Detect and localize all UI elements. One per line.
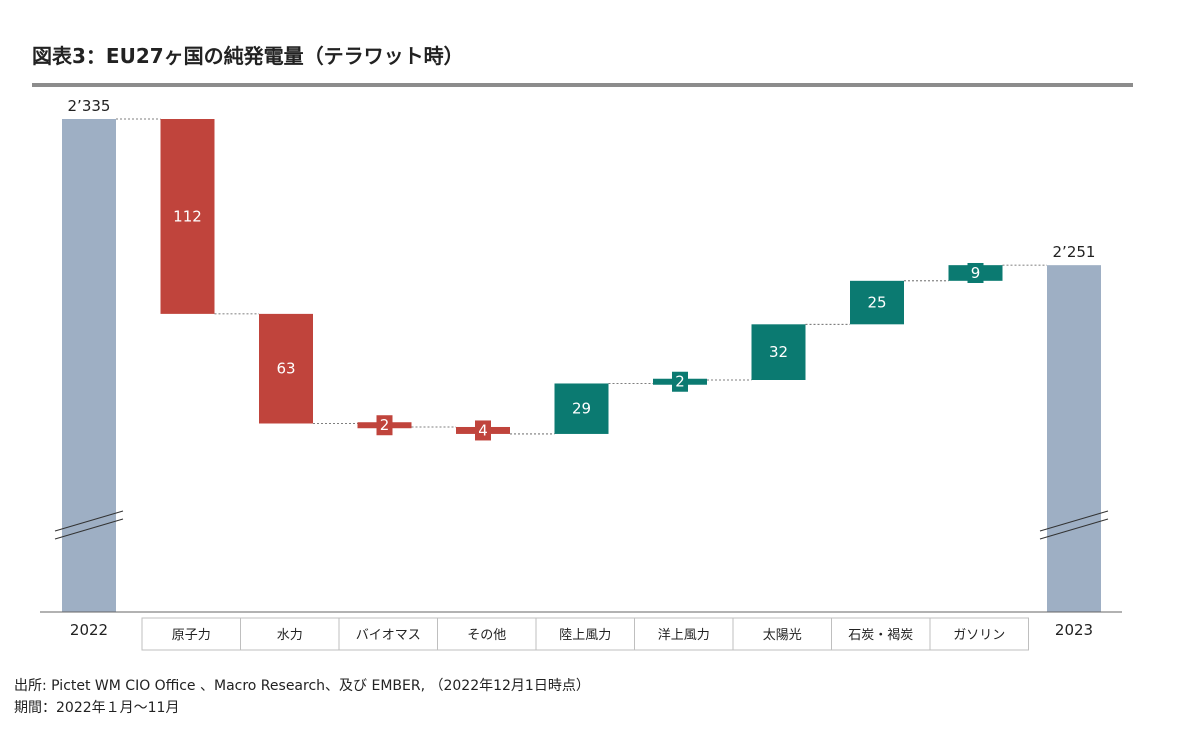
bar-total-2023 bbox=[1047, 265, 1101, 612]
data-label-badge bbox=[475, 420, 491, 441]
period-note: 期間：2022年１月～11月 bbox=[14, 700, 180, 716]
category-label: 石炭・褐炭 bbox=[848, 628, 913, 643]
data-label-水力: 63 bbox=[276, 360, 295, 378]
bar-total-2022 bbox=[62, 119, 116, 612]
bar-陸上風力 bbox=[554, 383, 609, 434]
category-label: 水力 bbox=[277, 628, 303, 643]
waterfall-chart: 原子力 水力 バイオマス その他 陸上風力 洋上風力 太陽光 石炭・褐炭 ガソリン 2022 202… bbox=[40, 97, 1122, 651]
data-label-badge bbox=[967, 262, 984, 283]
data-label-badge bbox=[376, 415, 393, 436]
data-label-太陽光: 32 bbox=[769, 343, 788, 361]
bar-原子力 bbox=[160, 119, 215, 314]
category-label: ガソリン bbox=[953, 628, 1005, 643]
source-note: 出所: Pictet WM CIO Office 、Macro Research… bbox=[14, 678, 590, 694]
category-label: 洋上風力 bbox=[658, 628, 710, 643]
category-label: 太陽光 bbox=[763, 628, 802, 643]
data-label-洋上風力: 2 bbox=[675, 373, 685, 391]
category-box bbox=[141, 617, 1029, 651]
category-label-end: 2023 bbox=[1055, 621, 1093, 639]
data-label-その他: 4 bbox=[478, 421, 488, 439]
chart-title: 図表3：EU27ヶ国の純発電量（テラワット時） bbox=[32, 44, 464, 68]
axis-break-mark-end bbox=[1039, 518, 1109, 540]
data-label-バイオマス: 2 bbox=[380, 416, 390, 434]
data-label-ガソリン: 9 bbox=[971, 264, 981, 282]
category-label: バイオマス bbox=[356, 628, 421, 643]
axis-break-mark-start bbox=[54, 518, 124, 540]
category-label: 原子力 bbox=[172, 628, 211, 643]
category-label: その他 bbox=[467, 628, 506, 643]
data-label-badge bbox=[672, 371, 688, 392]
bar-石炭・褐炭 bbox=[850, 280, 904, 325]
data-label-start: 2’335 bbox=[68, 97, 111, 115]
data-label-石炭・褐炭: 25 bbox=[867, 294, 886, 312]
axis-break-mark-end bbox=[1039, 510, 1109, 532]
bar-太陽光 bbox=[751, 324, 806, 380]
title-divider bbox=[32, 83, 1133, 87]
data-label-原子力: 112 bbox=[173, 207, 202, 225]
category-label-start: 2022 bbox=[70, 621, 108, 639]
category-label: 陸上風力 bbox=[559, 627, 611, 643]
axis-break-mark-start bbox=[54, 510, 124, 532]
bar-水力 bbox=[259, 313, 313, 424]
data-label-end: 2’251 bbox=[1053, 243, 1096, 261]
data-label-陸上風力: 29 bbox=[572, 400, 591, 418]
